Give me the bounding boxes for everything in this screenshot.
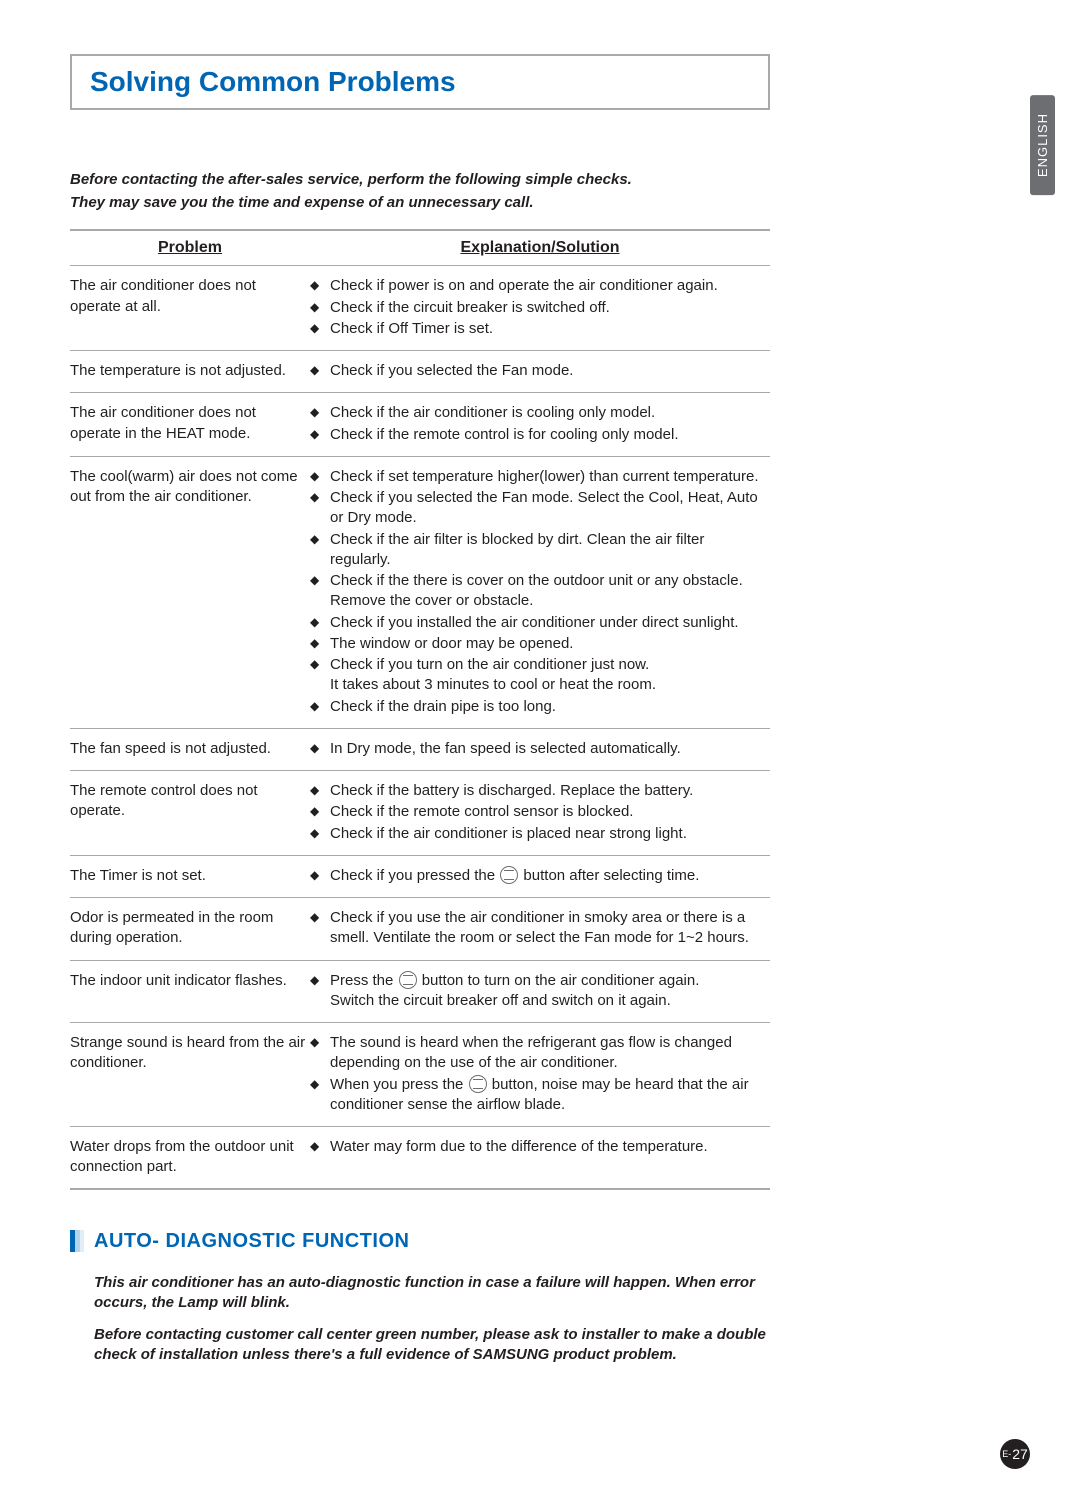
solution-item: In Dry mode, the fan speed is selected a…: [310, 739, 766, 759]
table-row: The cool(warm) air does not come out fro…: [70, 456, 770, 728]
auto-diagnostic-section: AUTO- DIAGNOSTIC FUNCTION This air condi…: [70, 1230, 770, 1366]
solution-list: Water may form due to the difference of …: [310, 1137, 766, 1157]
solution-cell: Check if the air conditioner is cooling …: [310, 393, 770, 457]
solution-item: Check if the drain pipe is too long.: [310, 697, 766, 717]
page-title: Solving Common Problems: [90, 66, 750, 98]
title-box: Solving Common Problems: [70, 54, 770, 110]
solution-cell: The sound is heard when the refrigerant …: [310, 1023, 770, 1127]
problem-cell: The remote control does not operate.: [70, 771, 310, 856]
solution-cell: Check if set temperature higher(lower) t…: [310, 456, 770, 728]
solution-item: Check if you turn on the air conditioner…: [310, 655, 766, 696]
language-tab: ENGLISH: [1030, 95, 1055, 195]
solution-item: Check if the remote control sensor is bl…: [310, 802, 766, 822]
table-row: Odor is permeated in the room during ope…: [70, 898, 770, 961]
solution-list: Check if you pressed the button after se…: [310, 866, 766, 886]
table-row: Strange sound is heard from the air cond…: [70, 1023, 770, 1127]
problem-cell: The cool(warm) air does not come out fro…: [70, 456, 310, 728]
solution-list: The sound is heard when the refrigerant …: [310, 1033, 766, 1115]
problem-cell: The air conditioner does not operate at …: [70, 266, 310, 351]
solution-item: Press the button to turn on the air cond…: [310, 971, 766, 1012]
solution-cell: In Dry mode, the fan speed is selected a…: [310, 728, 770, 770]
solution-item: The sound is heard when the refrigerant …: [310, 1033, 766, 1074]
problem-cell: Strange sound is heard from the air cond…: [70, 1023, 310, 1127]
problem-cell: The temperature is not adjusted.: [70, 351, 310, 393]
solution-item: When you press the button, noise may be …: [310, 1075, 766, 1116]
section-para-1: This air conditioner has an auto-diagnos…: [70, 1273, 770, 1314]
problem-cell: The air conditioner does not operate in …: [70, 393, 310, 457]
col-header-problem: Problem: [70, 230, 310, 266]
solution-item: Check if you installed the air condition…: [310, 613, 766, 633]
solution-list: Check if set temperature higher(lower) t…: [310, 467, 766, 717]
problem-cell: The indoor unit indicator flashes.: [70, 960, 310, 1023]
solution-list: Check if the air conditioner is cooling …: [310, 403, 766, 445]
section-para-2: Before contacting customer call center g…: [70, 1325, 770, 1366]
table-row: The remote control does not operate.Chec…: [70, 771, 770, 856]
solution-list: Check if power is on and operate the air…: [310, 276, 766, 339]
solution-cell: Check if you selected the Fan mode.: [310, 351, 770, 393]
solution-item: Check if power is on and operate the air…: [310, 276, 766, 296]
solution-item: Check if Off Timer is set.: [310, 319, 766, 339]
solution-item: Check if the battery is discharged. Repl…: [310, 781, 766, 801]
solution-cell: Water may form due to the difference of …: [310, 1127, 770, 1189]
table-row: The air conditioner does not operate in …: [70, 393, 770, 457]
table-row: The fan speed is not adjusted.In Dry mod…: [70, 728, 770, 770]
solution-list: Check if you use the air conditioner in …: [310, 908, 766, 949]
solution-list: Check if the battery is discharged. Repl…: [310, 781, 766, 844]
solution-item: Check if the remote control is for cooli…: [310, 425, 766, 445]
table-row: The indoor unit indicator flashes.Press …: [70, 960, 770, 1023]
solution-item: Check if the there is cover on the outdo…: [310, 571, 766, 612]
solution-list: Press the button to turn on the air cond…: [310, 971, 766, 1012]
power-button-icon: [500, 866, 518, 884]
solution-cell: Check if you pressed the button after se…: [310, 855, 770, 897]
troubleshoot-table: Problem Explanation/Solution The air con…: [70, 229, 770, 1189]
solution-item: Check if you selected the Fan mode. Sele…: [310, 488, 766, 529]
power-button-icon: [469, 1075, 487, 1093]
solution-item: Check if you selected the Fan mode.: [310, 361, 766, 381]
page: ENGLISH Solving Common Problems Before c…: [0, 0, 1080, 1509]
solution-cell: Check if you use the air conditioner in …: [310, 898, 770, 961]
page-prefix: E-: [1002, 1449, 1011, 1459]
problem-cell: Odor is permeated in the room during ope…: [70, 898, 310, 961]
table-row: The air conditioner does not operate at …: [70, 266, 770, 351]
table-row: The Timer is not set.Check if you presse…: [70, 855, 770, 897]
solution-item: Check if you use the air conditioner in …: [310, 908, 766, 949]
page-number: 27: [1012, 1446, 1028, 1462]
problem-cell: Water drops from the outdoor unit connec…: [70, 1127, 310, 1189]
problem-cell: The Timer is not set.: [70, 855, 310, 897]
col-header-solution: Explanation/Solution: [310, 230, 770, 266]
solution-item: Check if the air filter is blocked by di…: [310, 530, 766, 571]
intro-line-1: Before contacting the after-sales servic…: [70, 170, 1010, 190]
solution-list: In Dry mode, the fan speed is selected a…: [310, 739, 766, 759]
section-heading: AUTO- DIAGNOSTIC FUNCTION: [94, 1230, 409, 1253]
solution-cell: Press the button to turn on the air cond…: [310, 960, 770, 1023]
solution-item: Check if the circuit breaker is switched…: [310, 298, 766, 318]
solution-item: Check if set temperature higher(lower) t…: [310, 467, 766, 487]
page-number-badge: E-27: [1000, 1439, 1030, 1469]
solution-item: Check if you pressed the button after se…: [310, 866, 766, 886]
solution-list: Check if you selected the Fan mode.: [310, 361, 766, 381]
table-row: Water drops from the outdoor unit connec…: [70, 1127, 770, 1189]
intro-line-2: They may save you the time and expense o…: [70, 194, 1010, 211]
table-row: The temperature is not adjusted.Check if…: [70, 351, 770, 393]
solution-item: Check if the air conditioner is placed n…: [310, 824, 766, 844]
power-button-icon: [399, 971, 417, 989]
section-bar-icon: [70, 1230, 84, 1252]
solution-item: Water may form due to the difference of …: [310, 1137, 766, 1157]
problem-cell: The fan speed is not adjusted.: [70, 728, 310, 770]
table-body: The air conditioner does not operate at …: [70, 266, 770, 1189]
solution-cell: Check if the battery is discharged. Repl…: [310, 771, 770, 856]
solution-cell: Check if power is on and operate the air…: [310, 266, 770, 351]
solution-item: Check if the air conditioner is cooling …: [310, 403, 766, 423]
solution-item: The window or door may be opened.: [310, 634, 766, 654]
section-heading-row: AUTO- DIAGNOSTIC FUNCTION: [70, 1230, 770, 1253]
